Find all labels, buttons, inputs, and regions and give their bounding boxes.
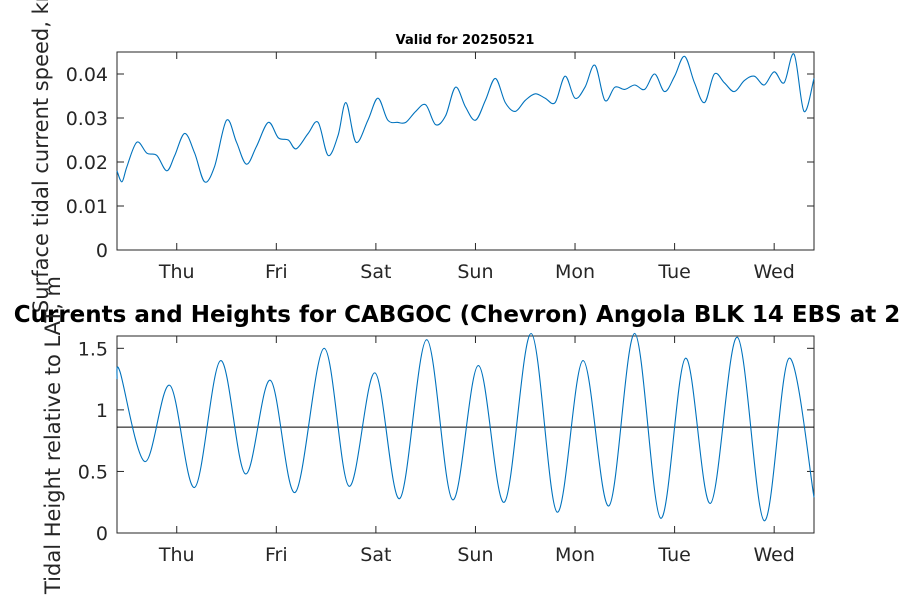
tidal-height-y-tick-label: 0.5 [78,461,108,483]
current-speed-x-tick-label: Tue [657,261,690,283]
tidal-height-y-ticks: 0 0.5 1 1.5 [78,338,814,545]
tidal-height-chart: 0 0.5 1 1.5 Thu Fri Sat Sun Mon Tue Wed Currents … [14,276,900,595]
tidal-height-y-tick-label: 1 [96,400,108,422]
current-speed-x-tick-label: Sat [360,261,391,283]
current-speed-y-tick-label: 0.01 [66,196,108,218]
tidal-height-x-tick-label: Sat [360,544,391,566]
current-speed-x-tick-label: Sun [457,261,493,283]
tidal-height-x-ticks: Thu Fri Sat Sun Mon Tue Wed [158,336,795,566]
tidal-height-x-tick-label: Tue [657,544,690,566]
tidal-height-x-tick-label: Wed [753,544,794,566]
current-speed-y-ticks: 0 0.01 0.02 0.03 0.04 [66,64,814,262]
current-speed-chart-title: Valid for 20250521 [396,33,535,48]
tidal-height-y-axis-label: Tidal Height relative to LAT, m [41,276,65,595]
current-speed-x-tick-label: Fri [265,261,288,283]
current-speed-x-tick-label: Thu [158,261,195,283]
tidal-height-x-tick-label: Sun [457,544,493,566]
current-speed-y-axis-label: Surface tidal current speed, kn [29,0,53,313]
tidal-height-x-tick-label: Thu [158,544,195,566]
current-speed-x-tick-label: Wed [753,261,794,283]
current-speed-x-ticks: Thu Fri Sat Sun Mon Tue Wed [158,52,795,283]
tidal-height-y-tick-label: 0 [96,523,108,545]
current-speed-x-tick-label: Mon [555,261,595,283]
tidal-height-x-tick-label: Fri [265,544,288,566]
current-speed-series-line [116,53,815,183]
tidal-height-y-tick-label: 1.5 [78,338,108,360]
tidal-height-x-tick-label: Mon [555,544,595,566]
tidal-height-chart-title: Currents and Heights for CABGOC (Chevron… [14,302,900,328]
current-speed-chart: 00.010.020.030.04 Thu Fri Sat Sun Mon Tue Wed … [29,0,815,313]
current-speed-y-tick-label: 0.04 [66,64,108,86]
current-speed-y-tick-label: 0.03 [66,108,108,130]
current-speed-axes [116,51,815,251]
current-speed-y-tick-label: 0.02 [66,152,108,174]
current-speed-y-tick-label: 0 [96,240,108,262]
tidal-height-series-line [116,332,815,522]
